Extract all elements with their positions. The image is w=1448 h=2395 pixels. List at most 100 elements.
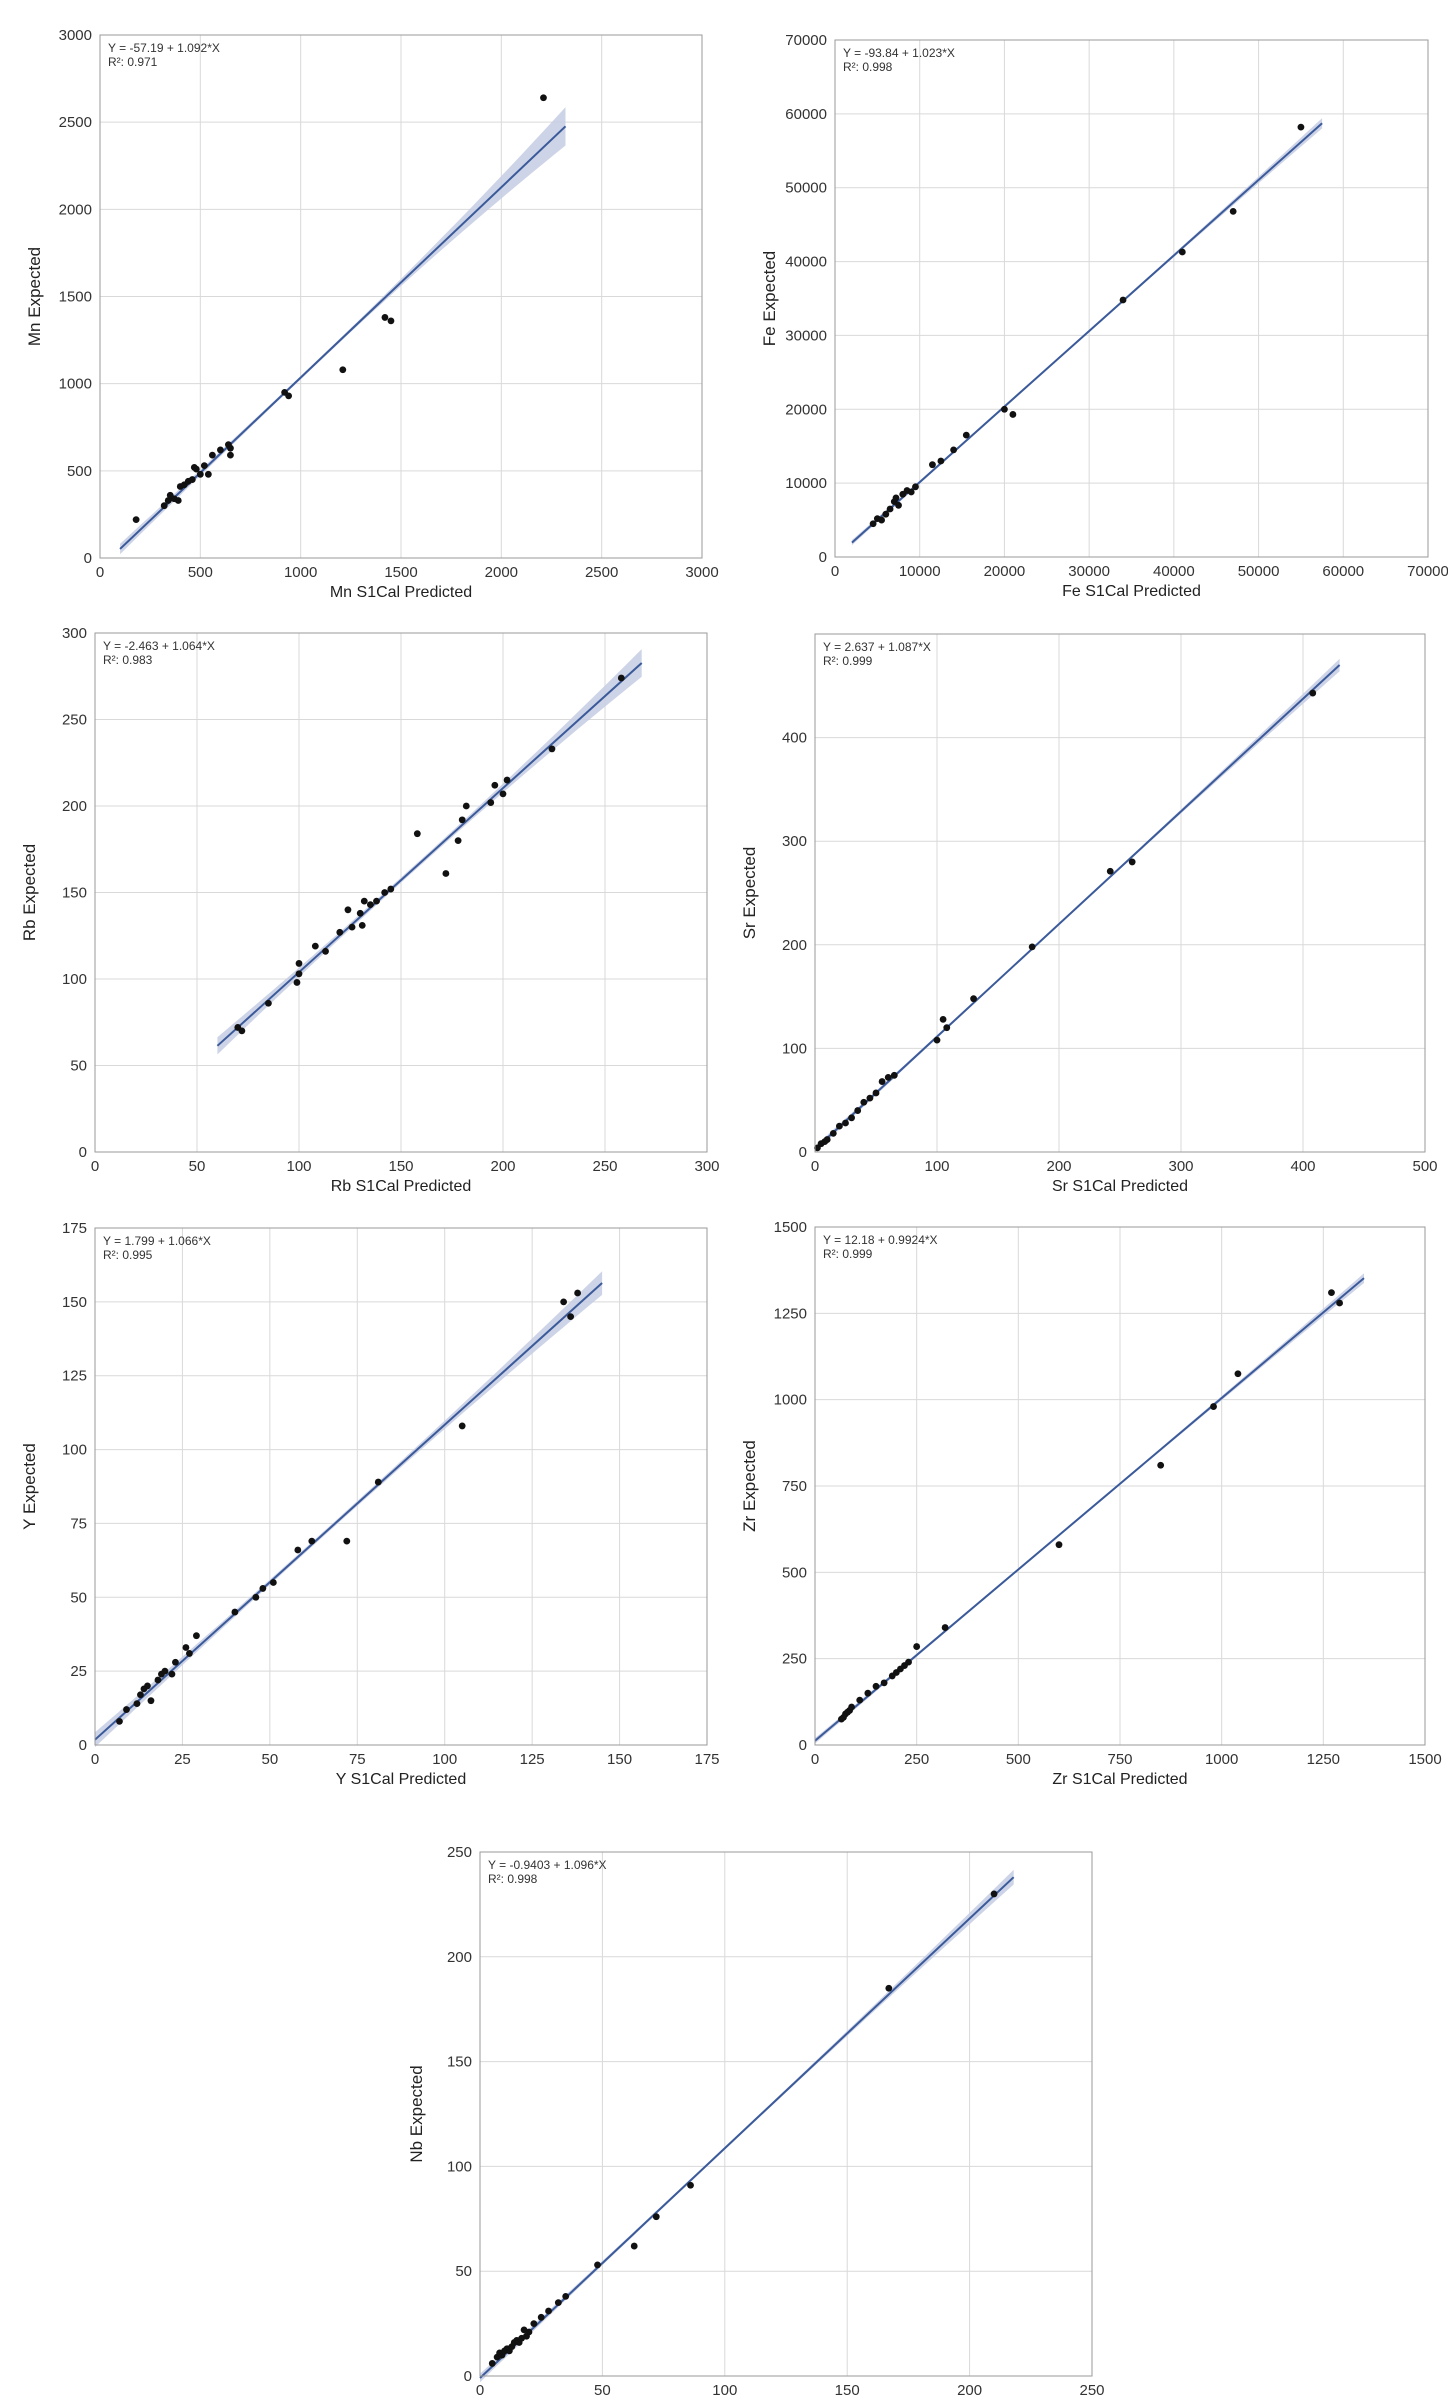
x-tick-label: 200 xyxy=(957,2382,982,2395)
r-squared-label: R²: 0.998 xyxy=(843,60,893,74)
y-tick-label: 50 xyxy=(70,1058,87,1075)
data-point xyxy=(545,2307,552,2315)
data-point xyxy=(1178,248,1186,256)
regression-line xyxy=(814,664,1341,1151)
x-tick-label: 500 xyxy=(188,564,213,581)
data-point xyxy=(872,1089,880,1097)
x-tick-label: 125 xyxy=(520,1751,545,1768)
y-tick-label: 300 xyxy=(62,625,87,642)
data-point xyxy=(905,1658,912,1666)
regression-equation: Y = 1.799 + 1.066*X xyxy=(103,1234,211,1248)
y-tick-label: 250 xyxy=(447,1844,472,1861)
y-axis-label: Mn Expected xyxy=(25,247,44,346)
regression-line xyxy=(851,122,1323,544)
x-axis-label: Mn S1Cal Predicted xyxy=(330,584,472,601)
x-tick-label: 500 xyxy=(1006,1751,1031,1768)
chart-rb: 0 50 100 150 200 250 300 0 50 100 150 200 250 300 Rb S… xyxy=(20,625,720,1195)
data-point xyxy=(374,1478,382,1486)
data-point xyxy=(1210,1403,1217,1410)
x-tick-label: 150 xyxy=(607,1751,632,1768)
x-tick-label: 50000 xyxy=(1238,563,1280,580)
y-tick-label: 750 xyxy=(782,1478,807,1495)
y-tick-label: 10000 xyxy=(785,475,827,492)
data-point xyxy=(208,451,216,459)
plot-frame xyxy=(99,34,703,559)
data-point xyxy=(499,790,507,798)
y-axis-label: Rb Expected xyxy=(20,844,39,941)
y-tick-label: 200 xyxy=(447,1949,472,1966)
data-point xyxy=(1328,1289,1335,1297)
y-tick-label: 1000 xyxy=(59,376,92,393)
x-tick-label: 100 xyxy=(432,1751,457,1768)
y-tick-label: 100 xyxy=(447,2158,472,2175)
regression-line xyxy=(216,662,643,1047)
x-tick-label: 1500 xyxy=(384,564,417,581)
data-point xyxy=(1309,689,1317,697)
data-point xyxy=(1229,207,1237,215)
data-point xyxy=(137,1691,144,1699)
data-point xyxy=(295,960,303,967)
data-point xyxy=(144,1682,151,1690)
data-point xyxy=(227,444,234,452)
x-tick-label: 750 xyxy=(1107,1751,1132,1768)
data-point xyxy=(193,1632,200,1640)
x-axis-label: Zr S1Cal Predicted xyxy=(1052,1771,1187,1788)
y-tick-label: 2500 xyxy=(59,114,92,131)
data-point xyxy=(360,897,368,905)
data-point xyxy=(336,928,344,936)
data-point xyxy=(872,1682,880,1690)
x-tick-label: 0 xyxy=(811,1158,819,1175)
y-tick-label: 75 xyxy=(70,1515,87,1532)
data-point xyxy=(381,314,389,321)
data-point xyxy=(160,502,168,510)
x-tick-label: 100 xyxy=(712,2382,737,2395)
plot-area xyxy=(480,1852,1092,2376)
x-tick-label: 50 xyxy=(189,1158,206,1175)
data-point xyxy=(367,901,374,909)
data-point xyxy=(848,1114,855,1122)
data-point xyxy=(1128,858,1136,866)
data-point xyxy=(387,317,395,325)
x-tick-label: 300 xyxy=(1168,1158,1193,1175)
x-tick-label: 75 xyxy=(349,1751,366,1768)
x-tick-label: 2000 xyxy=(485,564,518,581)
data-point xyxy=(554,2299,562,2307)
data-point xyxy=(1028,943,1036,951)
data-point xyxy=(929,461,936,469)
x-tick-label: 200 xyxy=(1046,1158,1071,1175)
y-tick-label: 175 xyxy=(62,1220,87,1237)
data-point xyxy=(442,870,450,877)
x-tick-label: 1250 xyxy=(1307,1751,1340,1768)
data-point xyxy=(132,516,140,524)
data-point xyxy=(1009,411,1017,418)
data-point xyxy=(848,1703,855,1711)
y-tick-label: 1000 xyxy=(774,1392,807,1409)
x-tick-label: 0 xyxy=(831,563,839,580)
data-point xyxy=(1106,867,1114,875)
y-tick-label: 50000 xyxy=(785,180,827,197)
data-point xyxy=(343,1537,351,1545)
data-point xyxy=(458,816,466,824)
x-tick-label: 30000 xyxy=(1068,563,1110,580)
y-tick-label: 0 xyxy=(799,1144,807,1161)
data-point xyxy=(617,674,625,682)
data-point xyxy=(174,497,182,504)
y-axis-label: Zr Expected xyxy=(740,1440,759,1532)
data-point xyxy=(227,451,234,459)
data-point xyxy=(962,431,970,439)
data-point xyxy=(869,520,877,528)
x-tick-label: 40000 xyxy=(1153,563,1195,580)
data-point xyxy=(381,889,389,896)
regression-line xyxy=(479,1876,1015,2379)
data-point xyxy=(356,909,364,917)
data-point xyxy=(491,781,499,789)
data-point xyxy=(192,465,200,473)
x-tick-label: 1500 xyxy=(1408,1751,1441,1768)
data-point xyxy=(548,745,556,753)
data-point xyxy=(339,366,347,374)
data-point xyxy=(269,1579,277,1586)
x-tick-label: 2500 xyxy=(585,564,618,581)
r-squared-label: R²: 0.999 xyxy=(823,654,873,668)
r-squared-label: R²: 0.983 xyxy=(103,653,153,667)
